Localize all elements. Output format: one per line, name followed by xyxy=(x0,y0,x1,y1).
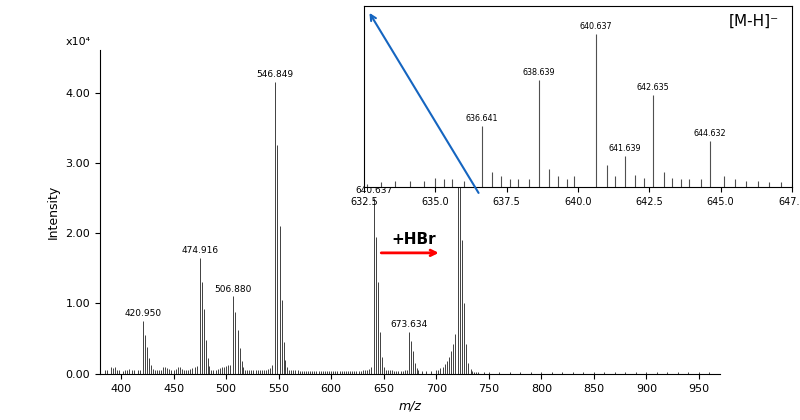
Text: [M-H]⁻: [M-H]⁻ xyxy=(729,13,779,29)
Text: 640.637: 640.637 xyxy=(355,186,393,195)
Text: 474.916: 474.916 xyxy=(181,246,218,255)
X-axis label: m/z: m/z xyxy=(398,399,422,412)
Text: 638.639: 638.639 xyxy=(523,68,555,77)
Text: 546.849: 546.849 xyxy=(257,70,294,79)
Text: 640.637: 640.637 xyxy=(580,22,613,31)
Text: 641.639: 641.639 xyxy=(609,144,641,153)
Text: +HBr: +HBr xyxy=(392,232,436,247)
Text: 673.634: 673.634 xyxy=(390,320,427,329)
Text: 644.632: 644.632 xyxy=(694,129,726,138)
Text: 506.880: 506.880 xyxy=(214,285,252,294)
Text: 642.635: 642.635 xyxy=(637,83,670,92)
Y-axis label: Intensity: Intensity xyxy=(47,185,60,239)
Text: x10⁴: x10⁴ xyxy=(66,37,91,47)
Text: 720.563: 720.563 xyxy=(439,123,477,132)
Text: 420.950: 420.950 xyxy=(125,309,162,318)
Text: 636.641: 636.641 xyxy=(466,114,498,123)
